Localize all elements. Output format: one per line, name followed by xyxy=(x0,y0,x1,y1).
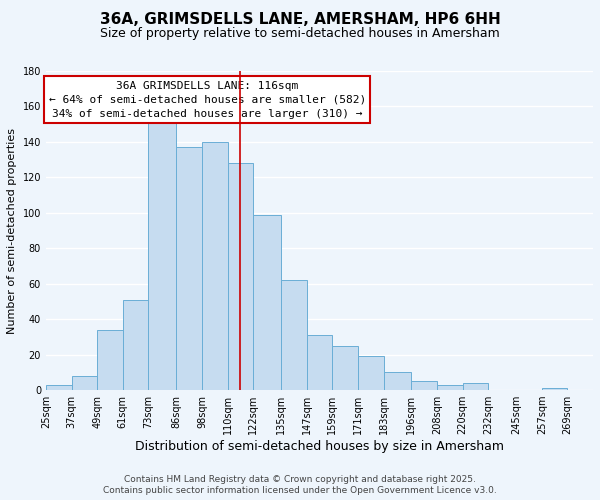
Bar xyxy=(227,163,253,390)
Text: Contains public sector information licensed under the Open Government Licence v3: Contains public sector information licen… xyxy=(103,486,497,495)
Bar xyxy=(307,335,332,390)
Bar xyxy=(123,300,148,390)
Text: Size of property relative to semi-detached houses in Amersham: Size of property relative to semi-detach… xyxy=(100,28,500,40)
Text: Contains HM Land Registry data © Crown copyright and database right 2025.: Contains HM Land Registry data © Crown c… xyxy=(124,475,476,484)
Bar xyxy=(358,356,383,390)
X-axis label: Distribution of semi-detached houses by size in Amersham: Distribution of semi-detached houses by … xyxy=(135,440,504,453)
Bar xyxy=(437,385,463,390)
Bar xyxy=(542,388,568,390)
Bar xyxy=(383,372,412,390)
Text: 36A, GRIMSDELLS LANE, AMERSHAM, HP6 6HH: 36A, GRIMSDELLS LANE, AMERSHAM, HP6 6HH xyxy=(100,12,500,28)
Bar xyxy=(463,383,488,390)
Bar xyxy=(253,214,281,390)
Bar xyxy=(97,330,123,390)
Bar xyxy=(148,122,176,390)
Bar xyxy=(71,376,97,390)
Bar xyxy=(332,346,358,390)
Bar xyxy=(46,385,71,390)
Bar xyxy=(176,147,202,390)
Bar xyxy=(202,142,227,390)
Bar xyxy=(412,382,437,390)
Text: 36A GRIMSDELLS LANE: 116sqm
← 64% of semi-detached houses are smaller (582)
34% : 36A GRIMSDELLS LANE: 116sqm ← 64% of sem… xyxy=(49,80,366,118)
Bar xyxy=(281,280,307,390)
Y-axis label: Number of semi-detached properties: Number of semi-detached properties xyxy=(7,128,17,334)
